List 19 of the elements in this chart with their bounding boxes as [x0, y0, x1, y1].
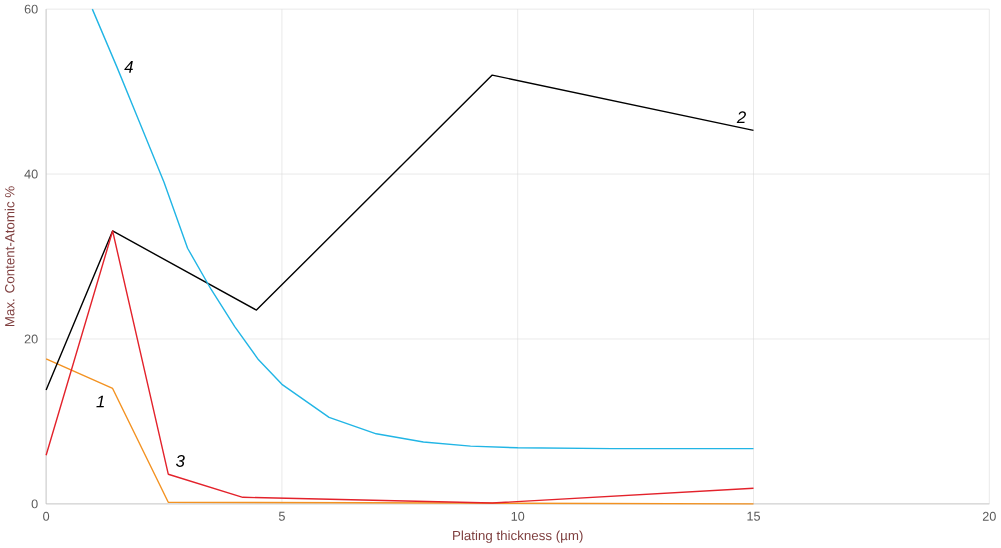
line-series [45, 358, 755, 505]
series-label: 1 [96, 395, 104, 408]
line-series [45, 230, 755, 504]
y-tick-label: 60 [24, 4, 38, 14]
y-tick-label: 40 [24, 169, 38, 179]
line-series [91, 8, 755, 450]
y-tick-label: 20 [24, 334, 38, 344]
x-tick-label: 15 [747, 512, 760, 521]
y-axis-title: Max. Content-Atomic % [4, 186, 15, 327]
series-label: 4 [124, 61, 133, 73]
line-series [45, 74, 755, 392]
x-tick-label: 20 [982, 512, 996, 522]
y-tick-label: 0 [31, 499, 38, 509]
series-label: 2 [736, 111, 746, 124]
x-tick-label: 0 [43, 512, 50, 522]
x-axis-title: Plating thickness (µm) [453, 530, 583, 544]
series-label: 3 [175, 455, 185, 468]
x-tick-label: 10 [511, 512, 525, 522]
x-tick-label: 5 [278, 512, 285, 521]
